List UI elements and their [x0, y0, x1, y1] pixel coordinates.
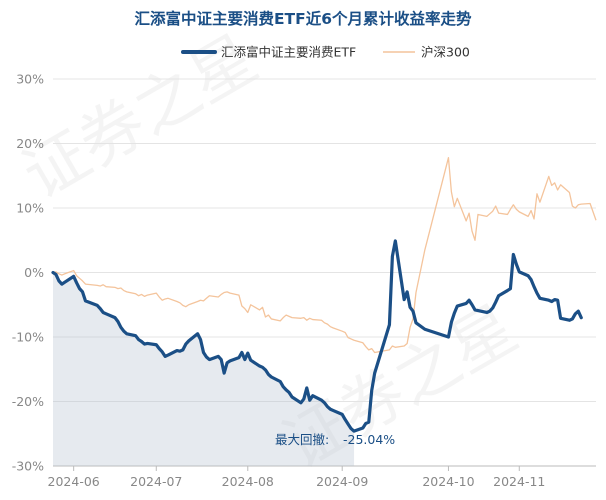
x-axis: 2024-06 2024-07 2024-08 2024-09 2024-10 2024-…	[48, 465, 596, 489]
max-drawdown-value: -25.04%	[343, 432, 395, 447]
y-tick-label: -10%	[12, 330, 44, 345]
y-tick-label: 20%	[16, 136, 44, 151]
max-drawdown-label: 最大回撤:	[275, 432, 329, 447]
y-tick-label: 10%	[16, 201, 44, 216]
x-tick-label: 2024-10	[422, 474, 474, 489]
y-axis: 30% 20% 10% 0% -10% -20% -30%	[12, 72, 44, 474]
y-tick-label: 0%	[24, 265, 44, 280]
y-tick-label: -20%	[12, 394, 44, 409]
y-tick-label: 30%	[16, 72, 44, 87]
x-tick-label: 2024-06	[48, 474, 100, 489]
series-line-etf	[51, 239, 583, 433]
y-tick-label: -30%	[12, 459, 44, 474]
max-drawdown-area	[53, 272, 355, 466]
series-line-csi300	[52, 157, 597, 354]
legend: 汇添富中证主要消费ETF 沪深300	[181, 45, 470, 60]
legend-label-csi300: 沪深300	[421, 45, 470, 60]
chart-title: 汇添富中证主要消费ETF近6个月累计收益率走势	[134, 9, 472, 28]
x-tick-label: 2024-11	[493, 474, 545, 489]
x-tick-label: 2024-07	[130, 474, 182, 489]
x-tick-label: 2024-09	[316, 474, 368, 489]
max-drawdown-annotation: 最大回撤: -25.04%	[275, 432, 395, 447]
legend-label-etf: 汇添富中证主要消费ETF	[221, 45, 356, 60]
x-tick-label: 2024-08	[222, 474, 274, 489]
plot-area	[51, 157, 597, 466]
